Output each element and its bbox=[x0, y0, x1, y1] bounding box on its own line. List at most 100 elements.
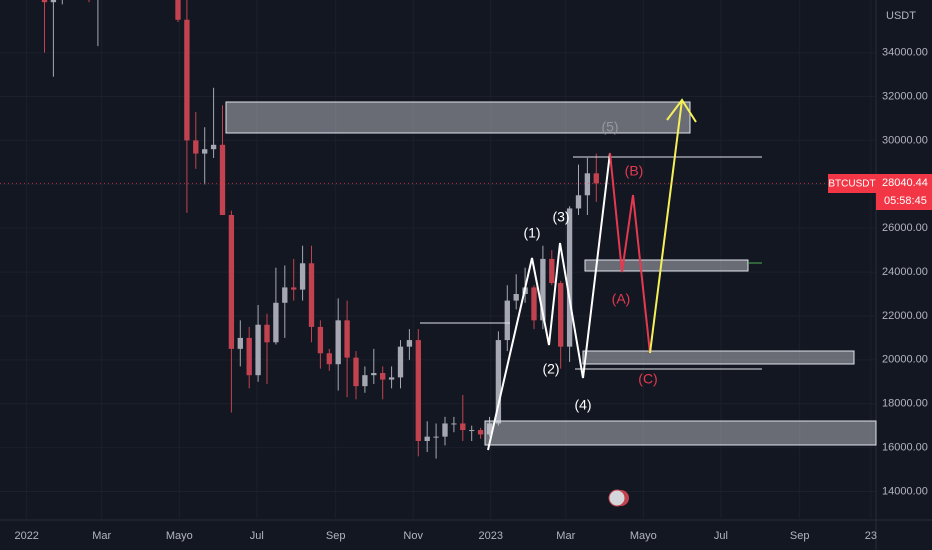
wave-label: (3) bbox=[552, 209, 569, 225]
y-tick-label: 22000.00 bbox=[882, 310, 928, 322]
zone bbox=[584, 259, 749, 272]
candle-body bbox=[273, 302, 279, 343]
symbol-badge bbox=[828, 174, 876, 193]
candle-body bbox=[460, 423, 466, 431]
candle-body bbox=[41, 0, 48, 3]
x-tick-label: Sep bbox=[790, 530, 810, 542]
countdown-label: 05:58:45 bbox=[884, 195, 927, 207]
last-price-label: 28040.44 bbox=[882, 177, 928, 189]
x-tick-label: Mar bbox=[92, 530, 111, 542]
candle-body bbox=[388, 377, 395, 380]
y-tick-label: 32000.00 bbox=[882, 90, 928, 102]
candle-body bbox=[353, 357, 359, 387]
x-tick-label: Jul bbox=[250, 530, 264, 542]
candle-body bbox=[255, 324, 261, 376]
y-tick-label: 30000.00 bbox=[882, 134, 928, 146]
candle-body bbox=[451, 423, 457, 425]
candle-body bbox=[237, 337, 243, 349]
candle-body bbox=[371, 372, 377, 376]
projection-arrow bbox=[649, 99, 683, 354]
candle-body bbox=[486, 423, 493, 435]
candle-body bbox=[469, 430, 475, 432]
candle-body bbox=[308, 263, 315, 327]
y-tick-label: 34000.00 bbox=[882, 47, 928, 59]
wave-label: (C) bbox=[638, 371, 657, 387]
candle-body bbox=[210, 144, 217, 150]
candle-body bbox=[540, 258, 546, 321]
candle-body bbox=[433, 436, 439, 438]
candle-body bbox=[575, 195, 582, 209]
x-tick-label: Nov bbox=[403, 530, 423, 542]
grid bbox=[0, 0, 876, 520]
y-tick-label: 26000.00 bbox=[882, 222, 928, 234]
candle-body bbox=[362, 375, 368, 387]
candle-body bbox=[344, 320, 350, 358]
candle-body bbox=[584, 173, 591, 196]
candle-body bbox=[415, 340, 421, 442]
zone bbox=[225, 101, 691, 134]
correction-wave bbox=[609, 152, 651, 354]
currency-label: USDT bbox=[886, 10, 916, 22]
candle-body bbox=[228, 215, 235, 349]
x-tick-label: Jul bbox=[714, 530, 728, 542]
candle-body bbox=[335, 320, 341, 365]
x-tick-label: Mayo bbox=[630, 530, 657, 542]
candle-body bbox=[504, 300, 510, 341]
flag-icon[interactable] bbox=[608, 489, 626, 507]
candle-body bbox=[202, 149, 208, 154]
candle-body bbox=[397, 346, 404, 378]
candle-body bbox=[50, 0, 57, 3]
arrow-head bbox=[666, 98, 697, 123]
candle-body bbox=[495, 340, 502, 424]
y-tick-label: 20000.00 bbox=[882, 354, 928, 366]
candles bbox=[41, 0, 599, 459]
impulse-wave bbox=[487, 152, 611, 451]
wave-label: (4) bbox=[574, 397, 591, 413]
candle-body bbox=[291, 287, 297, 290]
candle-body bbox=[219, 144, 226, 216]
wave-label: (1) bbox=[523, 225, 540, 241]
wave-label: (2) bbox=[542, 361, 559, 377]
wave-label: (A) bbox=[612, 291, 631, 307]
drawings: (1) (2) (3) (4) (5) (A) (B) (C) bbox=[225, 98, 877, 451]
flag-icon[interactable] bbox=[608, 489, 629, 507]
y-tick-label: 16000.00 bbox=[882, 442, 928, 454]
x-tick-label: Mayo bbox=[166, 530, 193, 542]
zone bbox=[582, 350, 855, 365]
price-tag: BTCUSDT 28040.44 05:58:45 bbox=[828, 174, 932, 210]
x-tick-label: 23 bbox=[865, 530, 877, 542]
candle-body bbox=[531, 287, 537, 321]
candle-body bbox=[184, 19, 190, 141]
candle-body bbox=[264, 324, 270, 343]
x-tick-label: Mar bbox=[556, 530, 575, 542]
candle-body bbox=[246, 337, 252, 376]
symbol-label: BTCUSDT bbox=[828, 179, 875, 190]
wave-label: (B) bbox=[625, 163, 644, 179]
x-tick-label: 2023 bbox=[479, 530, 503, 542]
x-tick-label: Sep bbox=[326, 530, 346, 542]
y-tick-label: 14000.00 bbox=[882, 485, 928, 497]
candle-body bbox=[282, 287, 288, 303]
candle-body bbox=[317, 326, 324, 354]
candle-body bbox=[175, 0, 181, 20]
candle-body bbox=[477, 430, 484, 435]
candle-body bbox=[558, 283, 564, 347]
price-badge bbox=[876, 174, 932, 210]
candle-body bbox=[380, 372, 386, 380]
candle-body bbox=[442, 423, 448, 437]
candle-body bbox=[593, 173, 599, 184]
y-tick-label: 24000.00 bbox=[882, 266, 928, 278]
candle-body bbox=[406, 340, 413, 347]
candle-body bbox=[513, 294, 519, 301]
zone bbox=[484, 420, 877, 446]
x-tick-label: 2022 bbox=[14, 530, 38, 542]
candle-body bbox=[424, 436, 430, 442]
wave-label: (5) bbox=[601, 119, 618, 135]
candle-body bbox=[326, 353, 332, 365]
y-tick-label: 18000.00 bbox=[882, 398, 928, 410]
candle-body bbox=[299, 263, 306, 290]
candle-body bbox=[193, 140, 199, 154]
candle-body bbox=[566, 208, 573, 347]
